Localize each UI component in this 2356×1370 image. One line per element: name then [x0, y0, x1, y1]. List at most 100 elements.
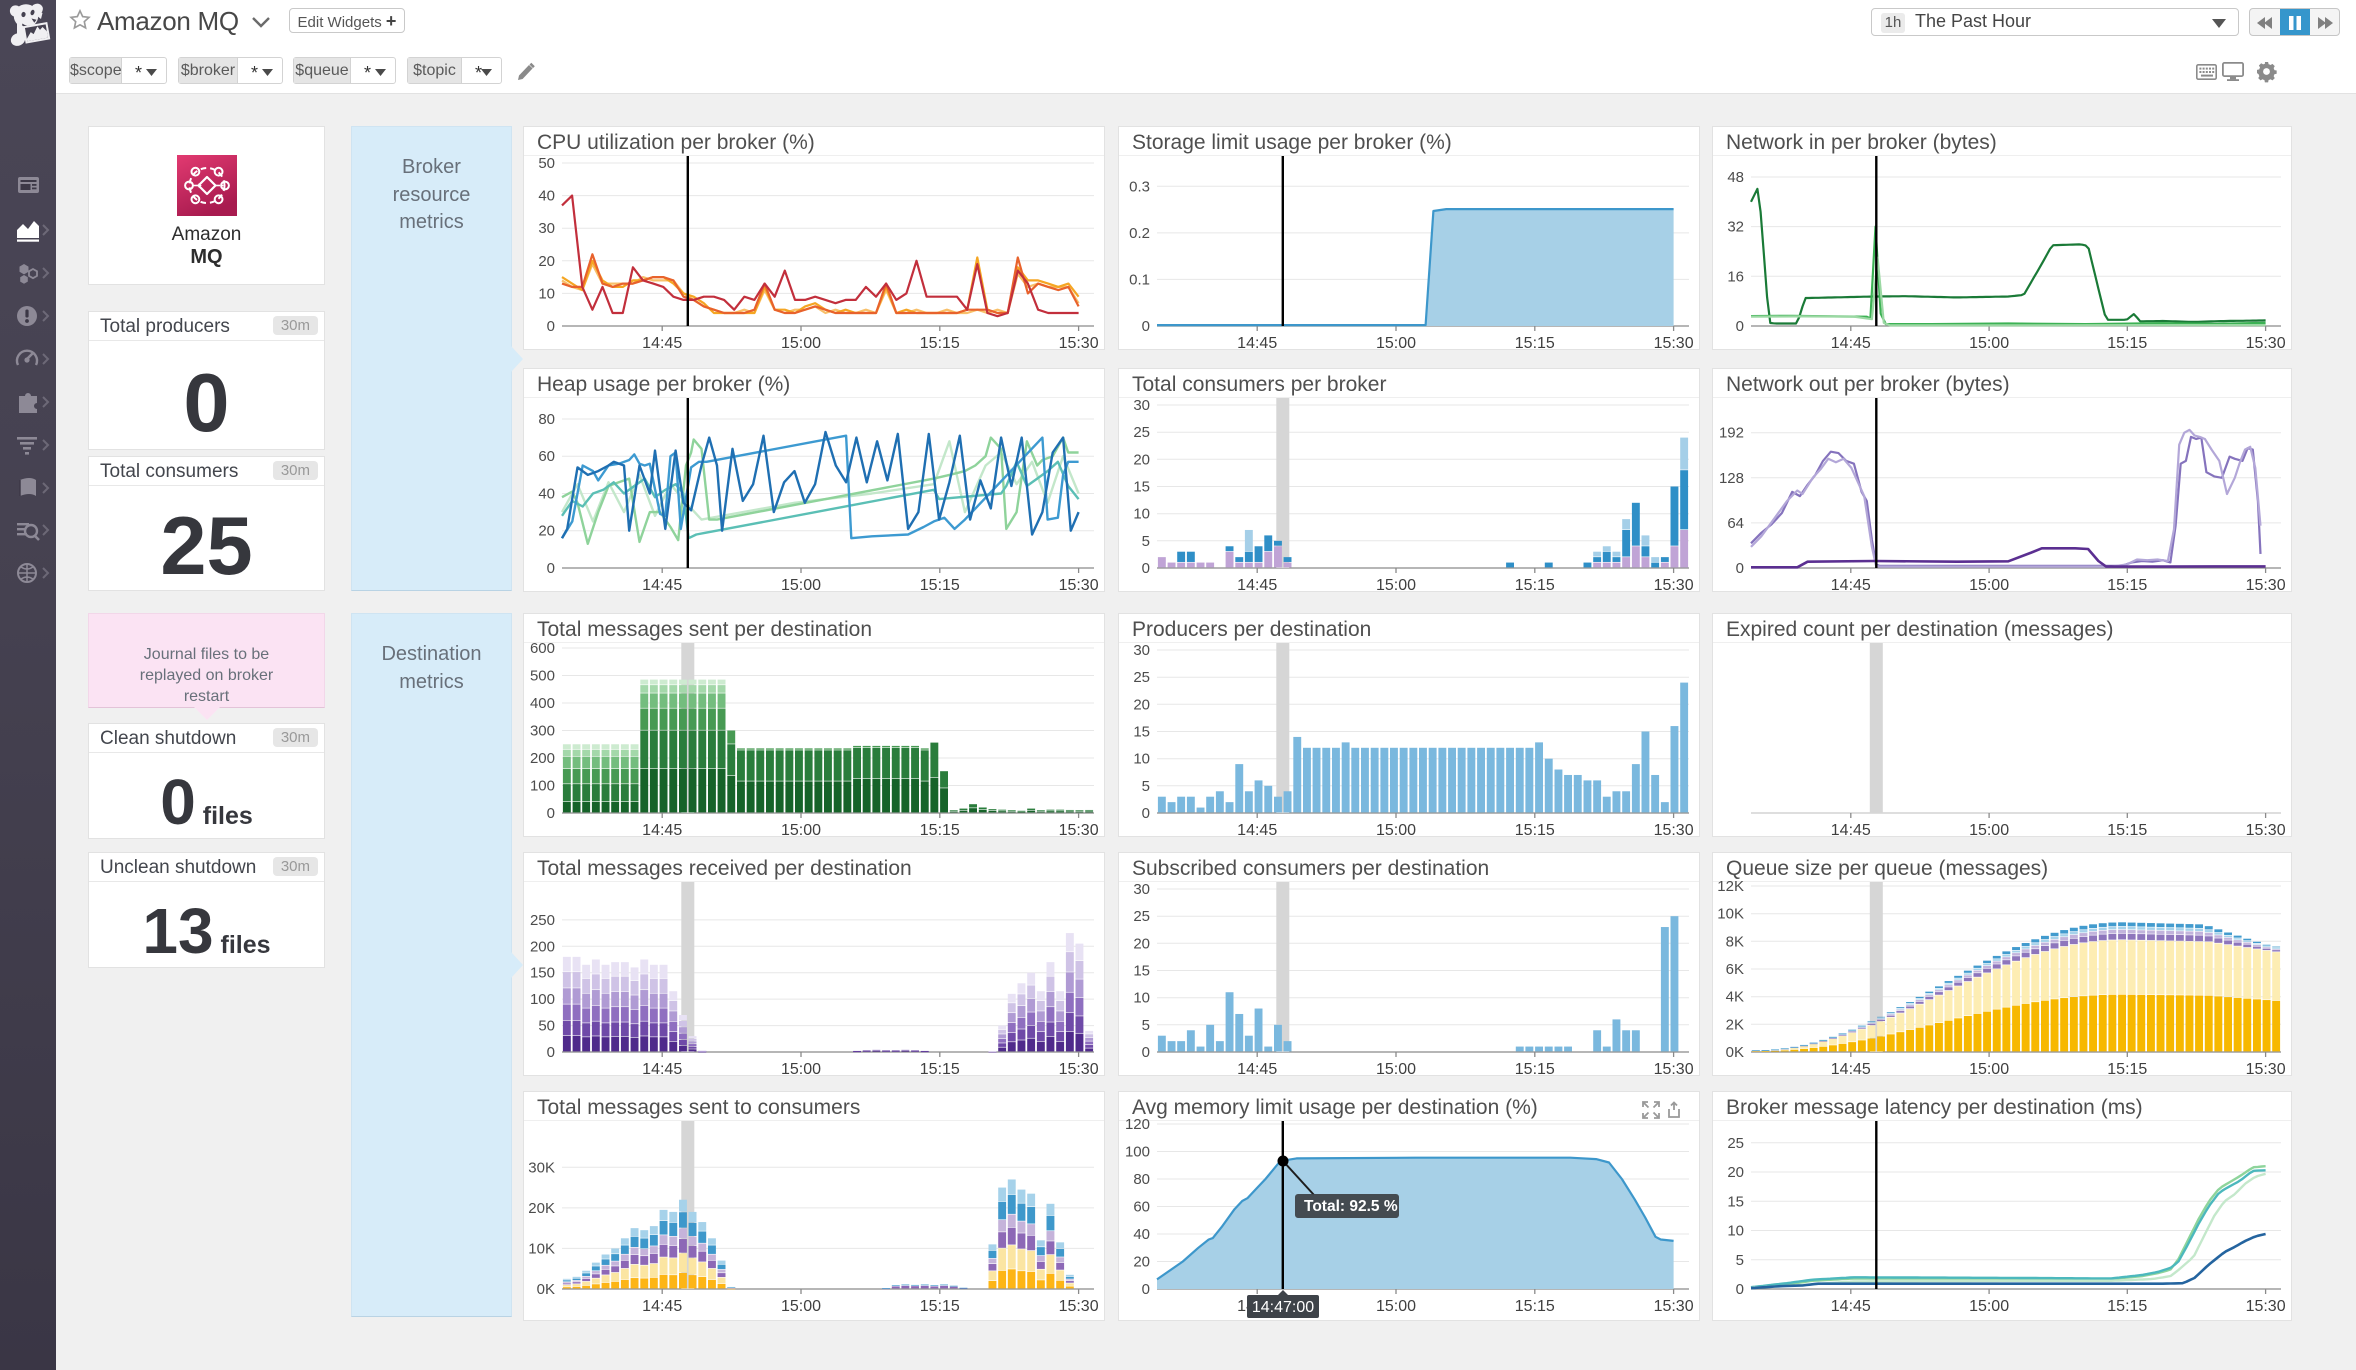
svg-text:15:15: 15:15: [1515, 577, 1555, 594]
svg-text:14:45: 14:45: [642, 577, 682, 594]
svg-text:0.3: 0.3: [1129, 178, 1150, 195]
svg-text:40: 40: [1133, 1226, 1150, 1243]
svg-text:15:15: 15:15: [2107, 335, 2147, 352]
svg-text:14:45: 14:45: [1237, 335, 1277, 352]
svg-text:0.1: 0.1: [1129, 271, 1150, 288]
svg-text:5: 5: [1142, 778, 1150, 795]
svg-text:15:15: 15:15: [2107, 1298, 2147, 1315]
svg-text:14:45: 14:45: [1831, 577, 1871, 594]
svg-text:30: 30: [1133, 881, 1150, 898]
svg-text:0: 0: [1142, 1044, 1150, 1061]
svg-text:14:45: 14:45: [1831, 335, 1871, 352]
svg-text:14:47:00: 14:47:00: [1252, 1299, 1314, 1316]
svg-text:4K: 4K: [1726, 989, 1744, 1006]
svg-text:10: 10: [1133, 506, 1150, 523]
svg-text:64: 64: [1727, 515, 1744, 532]
svg-text:30: 30: [1133, 397, 1150, 414]
svg-text:2K: 2K: [1726, 1016, 1744, 1033]
svg-text:14:45: 14:45: [1831, 1298, 1871, 1315]
svg-text:15:15: 15:15: [920, 335, 960, 352]
svg-text:15:30: 15:30: [2246, 1298, 2286, 1315]
svg-text:200: 200: [530, 938, 555, 955]
svg-text:14:45: 14:45: [642, 822, 682, 839]
svg-text:400: 400: [530, 695, 555, 712]
svg-text:600: 600: [530, 640, 555, 657]
svg-text:14:45: 14:45: [1237, 1061, 1277, 1078]
svg-text:15:15: 15:15: [1515, 822, 1555, 839]
svg-text:15:30: 15:30: [2246, 335, 2286, 352]
svg-text:50: 50: [538, 1018, 555, 1035]
svg-text:15:30: 15:30: [1059, 577, 1099, 594]
svg-text:5: 5: [1142, 533, 1150, 550]
svg-text:15:00: 15:00: [781, 335, 821, 352]
svg-text:100: 100: [1125, 1144, 1150, 1161]
svg-text:15:15: 15:15: [1515, 1298, 1555, 1315]
svg-text:15:15: 15:15: [920, 1298, 960, 1315]
svg-text:14:45: 14:45: [642, 1298, 682, 1315]
svg-text:30K: 30K: [528, 1159, 555, 1176]
svg-text:15:30: 15:30: [1059, 335, 1099, 352]
svg-text:32: 32: [1727, 219, 1744, 236]
svg-text:8K: 8K: [1726, 933, 1744, 950]
svg-text:15:30: 15:30: [1654, 1061, 1694, 1078]
svg-text:5: 5: [1142, 1017, 1150, 1034]
svg-text:15:30: 15:30: [1059, 1298, 1099, 1315]
svg-text:15:30: 15:30: [1654, 577, 1694, 594]
svg-text:15:00: 15:00: [1969, 577, 2009, 594]
svg-text:0: 0: [547, 318, 555, 335]
svg-text:10: 10: [538, 285, 555, 302]
svg-text:15:15: 15:15: [1515, 1061, 1555, 1078]
svg-text:15:00: 15:00: [781, 1061, 821, 1078]
svg-text:0: 0: [1142, 318, 1150, 335]
svg-text:120: 120: [1125, 1116, 1150, 1133]
svg-text:15:00: 15:00: [1376, 822, 1416, 839]
svg-text:250: 250: [530, 912, 555, 929]
svg-text:15:00: 15:00: [1376, 1298, 1416, 1315]
svg-text:48: 48: [1727, 169, 1744, 186]
svg-text:15:00: 15:00: [781, 822, 821, 839]
svg-text:15:00: 15:00: [1376, 335, 1416, 352]
svg-text:40: 40: [538, 188, 555, 205]
svg-text:15:15: 15:15: [2107, 822, 2147, 839]
svg-text:10: 10: [1727, 1223, 1744, 1240]
svg-text:15: 15: [1727, 1193, 1744, 1210]
svg-text:15:15: 15:15: [920, 577, 960, 594]
svg-text:20: 20: [1133, 1254, 1150, 1271]
svg-text:10K: 10K: [1717, 906, 1744, 923]
svg-text:15: 15: [1133, 963, 1150, 980]
svg-text:15:15: 15:15: [2107, 577, 2147, 594]
svg-text:15:30: 15:30: [2246, 822, 2286, 839]
svg-text:14:45: 14:45: [1831, 822, 1871, 839]
svg-text:0: 0: [547, 560, 555, 577]
svg-text:15:30: 15:30: [1654, 335, 1694, 352]
svg-text:20: 20: [1727, 1164, 1744, 1181]
svg-text:0: 0: [1142, 1281, 1150, 1298]
svg-text:20: 20: [1133, 451, 1150, 468]
svg-text:15:15: 15:15: [920, 1061, 960, 1078]
svg-text:15:15: 15:15: [920, 822, 960, 839]
svg-text:128: 128: [1719, 470, 1744, 487]
svg-text:30: 30: [538, 220, 555, 237]
svg-text:14:45: 14:45: [1831, 1061, 1871, 1078]
svg-text:15:00: 15:00: [1969, 1061, 2009, 1078]
svg-text:100: 100: [530, 991, 555, 1008]
svg-text:Total: 92.5 %: Total: 92.5 %: [1304, 1198, 1398, 1215]
svg-text:15:00: 15:00: [1969, 1298, 2009, 1315]
svg-text:10: 10: [1133, 751, 1150, 768]
svg-text:25: 25: [1727, 1135, 1744, 1152]
svg-text:15:30: 15:30: [1059, 1061, 1099, 1078]
svg-text:5: 5: [1736, 1252, 1744, 1269]
svg-text:15:15: 15:15: [2107, 1061, 2147, 1078]
svg-text:80: 80: [538, 411, 555, 428]
svg-text:14:45: 14:45: [1237, 577, 1277, 594]
svg-text:14:45: 14:45: [1237, 822, 1277, 839]
svg-text:0: 0: [1736, 1281, 1744, 1298]
svg-text:15:00: 15:00: [1376, 577, 1416, 594]
svg-text:15:30: 15:30: [1654, 822, 1694, 839]
svg-text:10K: 10K: [528, 1240, 555, 1257]
svg-text:0: 0: [1736, 318, 1744, 335]
svg-text:40: 40: [538, 486, 555, 503]
svg-text:15:00: 15:00: [1969, 822, 2009, 839]
svg-text:15:30: 15:30: [2246, 1061, 2286, 1078]
svg-text:10: 10: [1133, 990, 1150, 1007]
